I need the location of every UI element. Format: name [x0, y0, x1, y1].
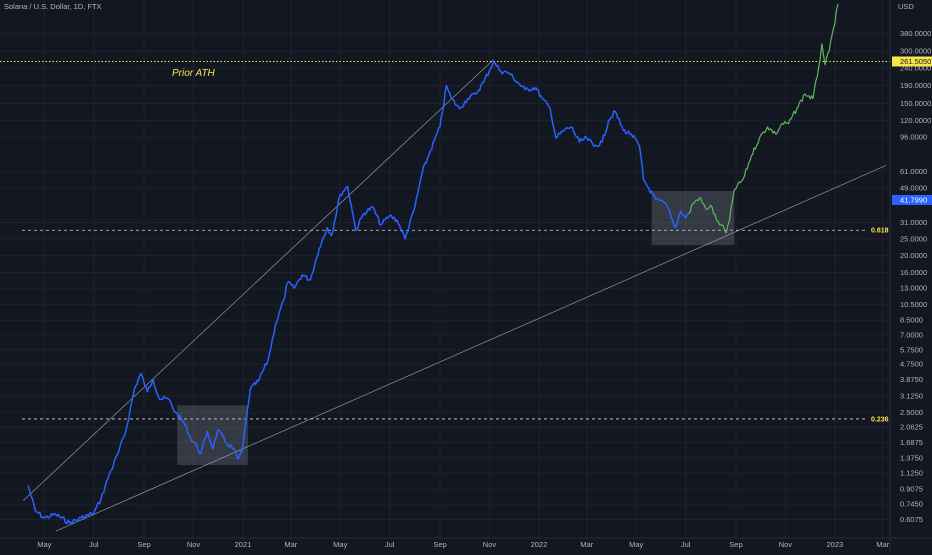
time-axis[interactable]: May Jul Sep Nov 2021 Mar May Jul Sep Nov 2022 Mar Ma…	[0, 537, 932, 549]
x-tick-label: Jul	[89, 540, 99, 549]
y-tick-label: 31.0000	[900, 218, 927, 227]
current-price-label: 41.7990	[900, 195, 927, 204]
x-tick-label: Mar	[876, 540, 889, 549]
y-tick-label: 96.0000	[900, 133, 927, 142]
y-tick-label: 49.0000	[900, 183, 927, 192]
chart-title: Solana / U.S. Dollar, 1D, FTX	[4, 2, 102, 11]
x-tick-label: Jul	[385, 540, 395, 549]
x-tick-label: Nov	[187, 540, 201, 549]
x-tick-label: Sep	[433, 540, 446, 549]
y-tick-label: 120.0000	[900, 116, 931, 125]
y-tick-label: 380.0000	[900, 29, 931, 38]
prior-ath-annotation: Prior ATH	[172, 68, 216, 79]
y-tick-label: 190.0000	[900, 81, 931, 90]
y-tick-label: 2.0625	[900, 423, 923, 432]
ath-price-badge	[892, 56, 932, 67]
x-tick-label: Mar	[580, 540, 593, 549]
highlight-boxes-layer	[177, 191, 735, 466]
fib-level-label: 0.236	[871, 416, 889, 423]
x-tick-label: Sep	[137, 540, 150, 549]
currency-label: USD	[898, 2, 914, 11]
x-tick-label: 2022	[531, 540, 548, 549]
y-tick-label: 0.7450	[900, 500, 923, 509]
y-tick-label: 5.7500	[900, 345, 923, 354]
x-tick-label: Mar	[284, 540, 297, 549]
x-tick-label: Nov	[779, 540, 793, 549]
y-tick-label: 0.9075	[900, 485, 923, 494]
y-tick-label: 0.6075	[900, 515, 923, 524]
y-tick-label: 61.0000	[900, 167, 927, 176]
x-tick-label: Sep	[729, 540, 742, 549]
y-tick-label: 16.0000	[900, 268, 927, 277]
grid-layer	[0, 0, 890, 538]
y-tick-label: 150.0000	[900, 99, 931, 108]
trendlines-layer	[23, 59, 887, 532]
x-tick-label: 2023	[827, 540, 844, 549]
y-tick-label: 1.6875	[900, 438, 923, 447]
y-tick-label: 1.1250	[900, 468, 923, 477]
y-tick-label: 7.0000	[900, 330, 923, 339]
price-line	[27, 61, 690, 525]
y-tick-label: 4.7500	[900, 360, 923, 369]
x-tick-label: Nov	[483, 540, 497, 549]
y-tick-label: 20.0000	[900, 251, 927, 260]
x-tick-label: Jul	[681, 540, 691, 549]
y-tick-label: 240.0000	[900, 63, 931, 72]
projection-line	[688, 3, 839, 234]
y-tick-label: 8.5000	[900, 316, 923, 325]
y-tick-label: 3.8750	[900, 375, 923, 384]
x-tick-label: May	[629, 540, 643, 549]
x-tick-label: May	[333, 540, 347, 549]
current-price-badge	[892, 194, 932, 205]
price-axis[interactable]: 380.0000 300.0000 240.0000 190.0000 150.0000…	[889, 0, 932, 550]
y-tick-label: 25.0000	[900, 234, 927, 243]
ath-price-label: 261.5050	[900, 57, 931, 66]
y-tick-label: 10.5000	[900, 300, 927, 309]
y-tick-label: 300.0000	[900, 47, 931, 56]
consolidation-box	[651, 191, 735, 246]
y-tick-label: 2.5000	[900, 408, 923, 417]
trendline[interactable]	[23, 59, 494, 501]
fib-level-label: 0.618	[871, 228, 889, 235]
y-tick-label: 13.0000	[900, 284, 927, 293]
trendline[interactable]	[55, 165, 887, 532]
y-tick-label: 3.1250	[900, 391, 923, 400]
x-tick-label: May	[37, 540, 51, 549]
x-tick-label: 2021	[235, 540, 252, 549]
y-tick-label: 1.3750	[900, 453, 923, 462]
price-series-layer	[27, 3, 839, 525]
